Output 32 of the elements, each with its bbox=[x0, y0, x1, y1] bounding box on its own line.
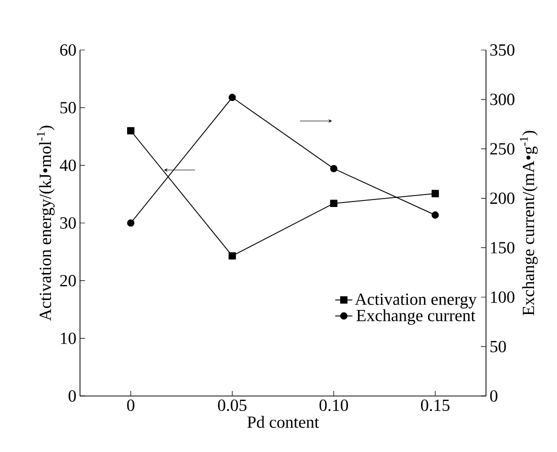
y-tick-label: 30 bbox=[60, 217, 76, 229]
y2-tick-label: 0 bbox=[490, 390, 498, 402]
y-tick-label: 60 bbox=[60, 44, 76, 56]
point bbox=[432, 190, 439, 198]
legend-label: Activation energy bbox=[354, 294, 477, 308]
point bbox=[127, 127, 134, 134]
y-tick-label: 20 bbox=[60, 274, 76, 286]
y-axis-title: Activation energy/(kJ•mol$^{-1}$) bbox=[36, 126, 55, 321]
x-tick-label: 0.15 bbox=[421, 400, 450, 412]
y2-tick-label: 100 bbox=[491, 291, 514, 303]
point bbox=[127, 219, 134, 227]
x-axis-title: Pd content bbox=[247, 416, 320, 428]
x-tick-label: 0.10 bbox=[320, 400, 348, 412]
x-tick-label: 0 bbox=[127, 400, 134, 411]
point bbox=[330, 164, 338, 172]
y2-tick-label: 50 bbox=[490, 340, 506, 352]
point bbox=[228, 252, 236, 260]
x-tick-label: 0.05 bbox=[218, 400, 246, 412]
y2-tick-label: 300 bbox=[490, 94, 514, 106]
point bbox=[432, 211, 439, 219]
y-tick-label: 0 bbox=[68, 390, 76, 402]
y-tick-label: 10 bbox=[60, 332, 76, 344]
y-tick-label: 40 bbox=[60, 160, 76, 172]
y-tick-label: 50 bbox=[60, 102, 76, 114]
point bbox=[228, 94, 236, 102]
point bbox=[330, 200, 338, 208]
y2-tick-label: 350 bbox=[490, 44, 514, 56]
y2-tick-label: 150 bbox=[491, 242, 514, 254]
y2-axis-title: Exchange current/(mA•g$^{-1}$) bbox=[520, 130, 538, 316]
legend-label: Exchange current bbox=[356, 309, 476, 325]
y2-tick-label: 250 bbox=[490, 143, 514, 155]
y2-tick-label: 200 bbox=[490, 192, 514, 204]
